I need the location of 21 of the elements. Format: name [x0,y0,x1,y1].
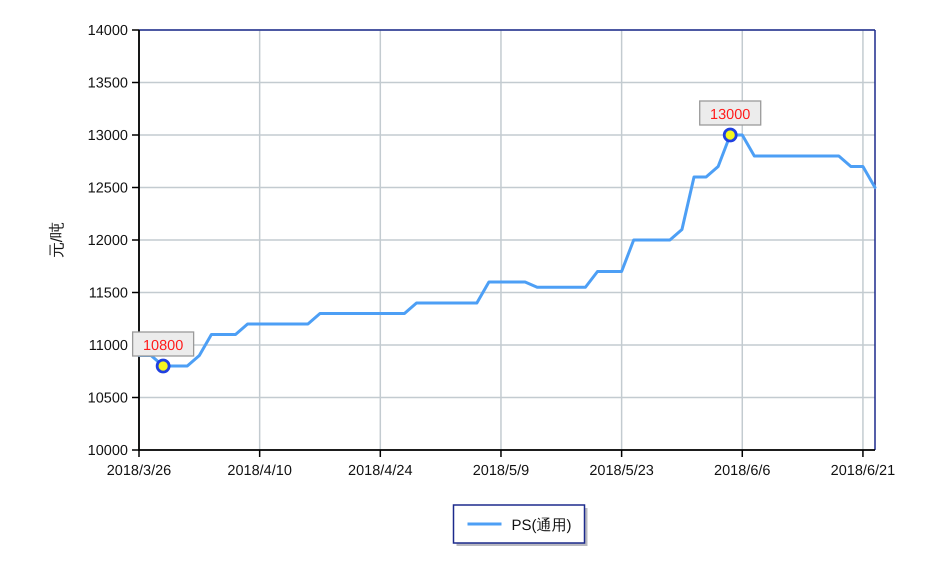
y-tick-label: 10500 [88,390,128,406]
y-tick-label: 14000 [88,23,128,39]
y-tick-label: 13500 [88,76,128,92]
y-tick-label: 11500 [88,286,128,302]
x-tick-label: 2018/5/23 [589,463,654,479]
y-tick-label: 13000 [88,128,128,144]
data-label: 13000 [710,107,750,123]
legend-label: PS(通用) [512,517,572,534]
y-tick-label: 11000 [88,338,128,354]
data-label: 10800 [142,338,184,354]
x-tick-label: 2018/4/10 [227,463,292,479]
y-tick-label: 10000 [88,443,128,459]
x-tick-label: 2018/6/21 [830,463,896,479]
y-tick-label: 12500 [88,180,128,196]
x-tick-label: 2018/5/9 [472,463,530,479]
x-tick-label: 2018/4/24 [348,463,413,479]
y-tick-label: 12000 [88,233,128,249]
x-tick-label: 2018/6/6 [714,463,771,479]
y-axis-title: 元/吨 [48,222,66,258]
legend: PS(通用) [452,504,588,546]
x-tick-label: 2018/3/26 [106,463,172,479]
